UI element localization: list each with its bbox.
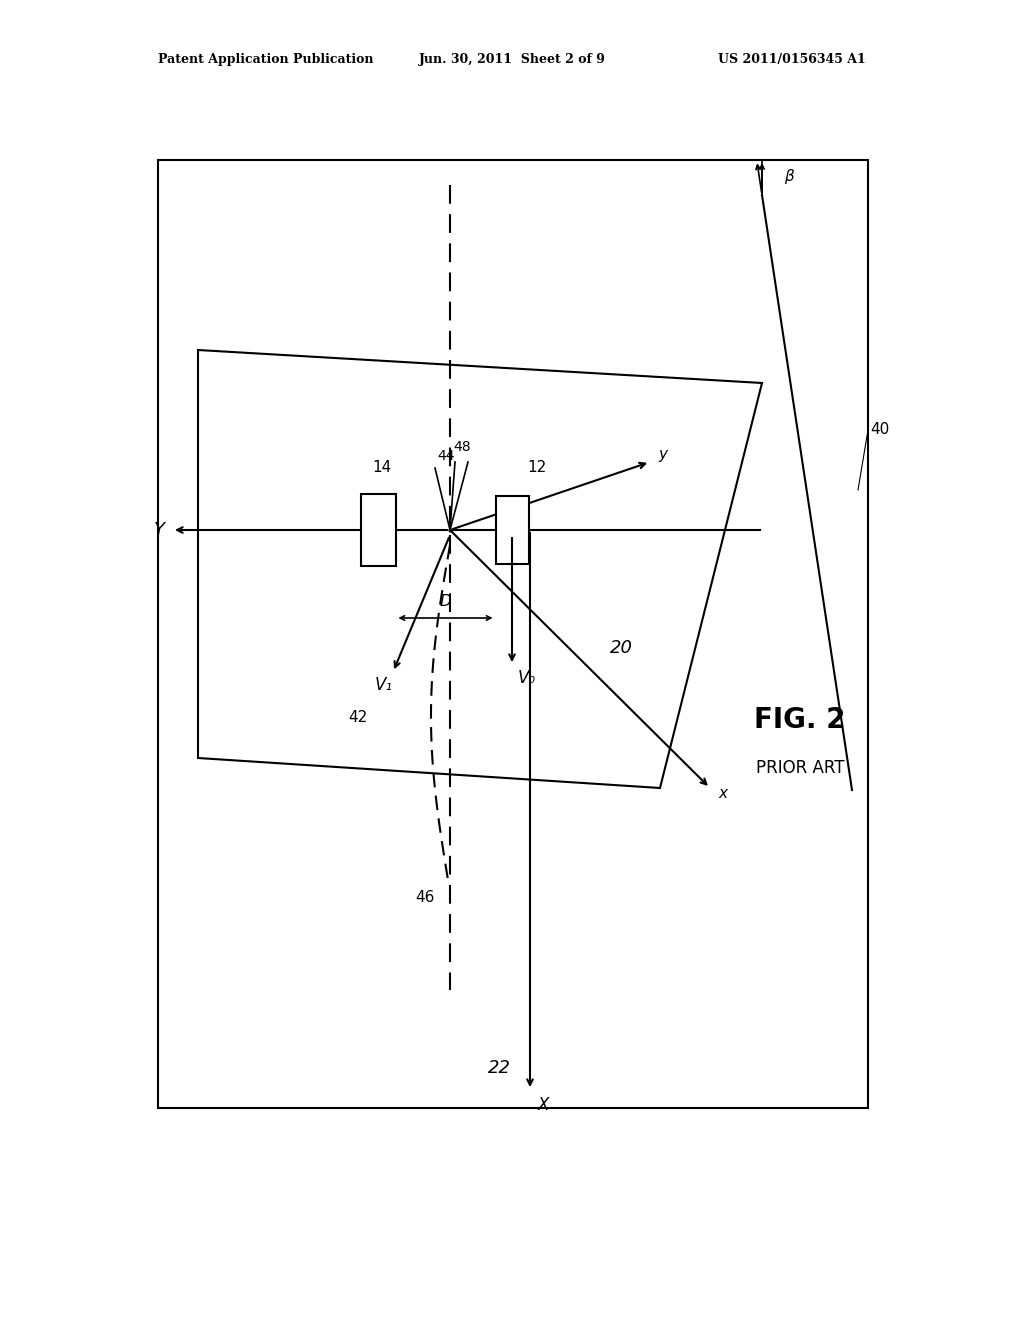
Text: β: β bbox=[784, 169, 794, 185]
Text: 12: 12 bbox=[527, 461, 546, 475]
Text: FIG. 2: FIG. 2 bbox=[755, 706, 846, 734]
Text: US 2011/0156345 A1: US 2011/0156345 A1 bbox=[718, 54, 866, 66]
Text: 46: 46 bbox=[416, 890, 435, 904]
Text: x: x bbox=[718, 785, 727, 800]
Text: D: D bbox=[439, 594, 452, 610]
Text: V₁: V₁ bbox=[375, 676, 393, 694]
Bar bbox=[360, 494, 395, 566]
Text: 44: 44 bbox=[437, 449, 455, 463]
Text: y: y bbox=[658, 447, 667, 462]
Text: 20: 20 bbox=[610, 639, 633, 657]
Text: 40: 40 bbox=[870, 422, 889, 437]
Text: Patent Application Publication: Patent Application Publication bbox=[158, 54, 374, 66]
Text: 42: 42 bbox=[348, 710, 368, 726]
Text: PRIOR ART: PRIOR ART bbox=[756, 759, 844, 777]
Text: X: X bbox=[538, 1096, 549, 1114]
Text: Jun. 30, 2011  Sheet 2 of 9: Jun. 30, 2011 Sheet 2 of 9 bbox=[419, 54, 605, 66]
Text: V₀: V₀ bbox=[518, 669, 536, 686]
Bar bbox=[496, 496, 528, 564]
Text: 14: 14 bbox=[372, 461, 391, 475]
Text: 22: 22 bbox=[488, 1059, 511, 1077]
Text: Y: Y bbox=[154, 521, 165, 539]
Text: 48: 48 bbox=[453, 440, 471, 454]
